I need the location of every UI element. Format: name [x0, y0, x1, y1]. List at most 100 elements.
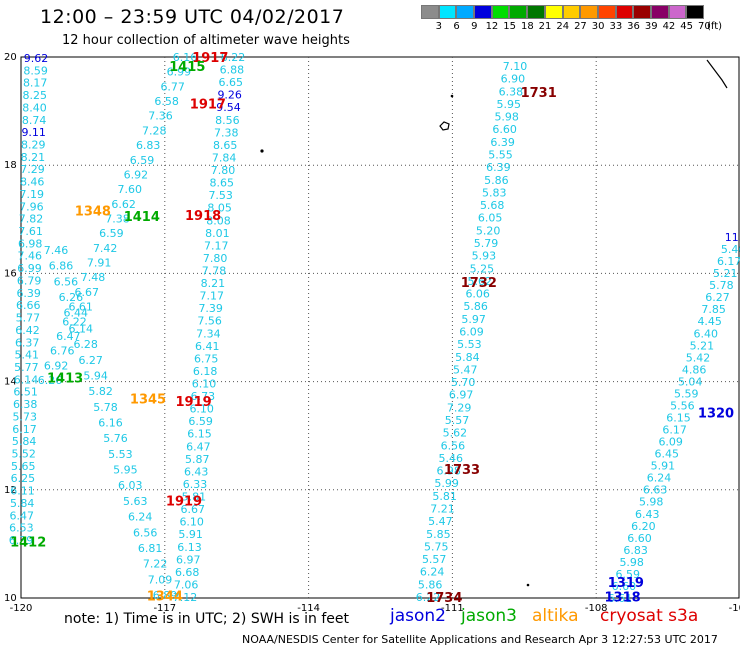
wave-height-value: 6.92 [44, 359, 69, 372]
pass-time-label: 1917 [190, 98, 226, 113]
wave-height-value: 7.10 [503, 60, 528, 73]
wave-height-value: 7.46 [18, 250, 43, 263]
wave-height-value: 6.24 [420, 566, 445, 579]
wave-height-value: 5.53 [108, 448, 133, 461]
wave-height-value: 5.73 [13, 410, 38, 423]
pass-time-label: 1415 [169, 60, 205, 75]
wave-height-value: 6.38 [499, 85, 524, 98]
lon-tick-label: -105 [729, 603, 740, 614]
wave-height-value: 8.05 [207, 202, 232, 215]
wave-height-value: 7.09 [148, 573, 173, 586]
wave-height-value: 7.42 [93, 242, 118, 255]
wave-height-value: 5.42 [686, 351, 711, 364]
lat-tick-label: 18 [4, 160, 17, 171]
wave-height-value: 6.59 [616, 568, 641, 581]
wave-height-value: 7.29 [447, 401, 472, 414]
wave-height-value: 6.39 [486, 161, 511, 174]
lat-tick-label: 14 [4, 377, 17, 388]
wave-height-value: 6.37 [15, 336, 40, 349]
wave-height-value: 5.21 [713, 267, 738, 280]
pass-time-label: 1413 [47, 371, 83, 386]
wave-height-value: 6.53 [9, 522, 34, 535]
wave-height-value: 6.20 [631, 520, 656, 533]
wave-height-value: 7.53 [208, 189, 233, 202]
wave-height-value: 6.47 [56, 330, 81, 343]
wave-height-value: 6.63 [643, 484, 668, 497]
wave-height-value: 7.12 [173, 591, 198, 604]
wave-height-value: 6.83 [623, 544, 648, 557]
wave-height-value: 5.75 [424, 540, 449, 553]
scale-label: 70 [697, 21, 711, 32]
wave-height-value: 7.17 [200, 290, 225, 303]
wave-height-value: 6.17 [662, 424, 687, 437]
scale-label: (ft) [706, 21, 723, 32]
wave-height-value: 5.83 [482, 186, 507, 199]
wave-height-value: 5.57 [445, 414, 470, 427]
wave-height-value: 7.61 [18, 225, 43, 238]
wave-height-value: 5.81 [432, 490, 457, 503]
wave-height-value: 7.82 [19, 213, 44, 226]
pass-time-label: 1348 [75, 205, 111, 220]
scale-swatch [544, 5, 563, 19]
scale-swatch [597, 5, 616, 19]
coastline-segment [706, 59, 728, 89]
wave-height-value: 8.21 [21, 151, 46, 164]
wave-height-value: 5.95 [113, 464, 138, 477]
scale-label: 30 [591, 21, 605, 32]
pass-time-label: 1412 [10, 536, 46, 551]
wave-height-value: 11.9 [725, 231, 740, 244]
wave-height-value: 6.76 [50, 345, 75, 358]
wave-height-value: 7.19 [20, 188, 45, 201]
scale-swatch [686, 5, 704, 19]
wave-height-value: 6.25 [11, 472, 36, 485]
wave-height-value: 9.62 [24, 52, 49, 65]
wave-height-value: 6.40 [694, 327, 719, 340]
wave-height-value: 5.70 [451, 376, 476, 389]
wave-height-value: 5.62 [468, 275, 493, 288]
pass-time-label: 1319 [608, 576, 644, 591]
lon-tick-label: -120 [10, 603, 33, 614]
scale-swatch [509, 5, 528, 19]
wave-height-value: 6.67 [75, 286, 100, 299]
wave-height-value: 5.78 [709, 279, 734, 292]
scale-label: 3 [435, 21, 443, 32]
wave-height-value: 6.88 [220, 64, 245, 77]
pass-time-label: 1919 [166, 495, 202, 510]
wave-height-value: 6.17 [717, 255, 740, 268]
scale-label: 12 [485, 21, 499, 32]
wave-height-value: 6.03 [118, 479, 143, 492]
wave-height-value: 6.97 [449, 389, 474, 402]
wave-height-value: 6.47 [10, 509, 35, 522]
wave-height-value: 6.65 [219, 76, 244, 89]
wave-height-value: 5.95 [497, 98, 522, 111]
wave-height-value: 6.09 [459, 326, 484, 339]
wave-height-value: 6.47 [186, 440, 211, 453]
lat-tick-label: 20 [4, 52, 17, 63]
wave-height-value: 7.39 [198, 302, 223, 315]
wave-height-value: 5.77 [16, 312, 41, 325]
wave-height-value: 6.59 [188, 415, 213, 428]
wave-height-value: 8.21 [201, 277, 226, 290]
wave-height-value: 5.68 [480, 199, 505, 212]
lat-tick-label: 12 [4, 485, 17, 496]
wave-height-value: 6.99 [17, 262, 42, 275]
wave-height-value: 6.22 [62, 315, 87, 328]
wave-height-value: 7.85 [701, 303, 726, 316]
map-title: 12:00 – 23:59 UTC 04/02/2017 [40, 6, 345, 28]
wave-height-value: 5.94 [83, 370, 108, 383]
color-scale-labels: 3 6 9 12 15 18 21 24 27 30 33 36 39 42 45 70 (ft) [421, 21, 740, 35]
wave-height-value: 6.16 [173, 51, 198, 64]
island-dot [450, 94, 454, 98]
wave-height-value: 6.27 [78, 354, 103, 367]
island-dot [260, 149, 264, 153]
scale-label: 9 [471, 21, 478, 32]
wave-height-value: 8.65 [210, 177, 235, 190]
wave-height-value: 8.22 [221, 51, 246, 64]
axis-ticks: -120-117-114-111-108-105201816141210 [4, 52, 740, 614]
lon-tick-label: -108 [585, 603, 608, 614]
wave-height-value: 5.41 [15, 349, 40, 362]
wave-height-value: 8.01 [205, 227, 230, 240]
wave-height-value: 6.24 [128, 511, 153, 524]
scale-swatch [562, 5, 581, 19]
wave-height-value: 6.15 [187, 428, 212, 441]
